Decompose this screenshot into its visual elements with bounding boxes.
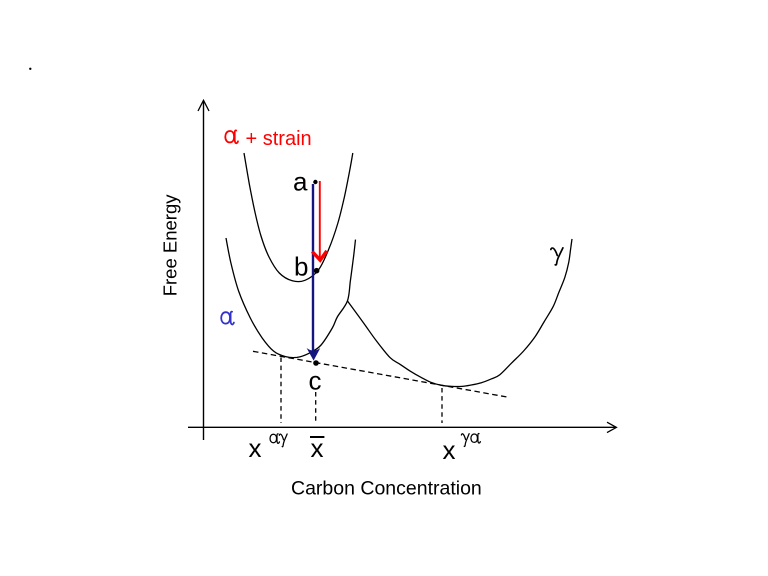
svg-text:+ strain: + strain bbox=[246, 128, 312, 150]
svg-text:a: a bbox=[293, 167, 308, 197]
svg-text:c: c bbox=[309, 366, 322, 396]
svg-text:x: x bbox=[311, 433, 324, 463]
svg-text:x: x bbox=[443, 435, 456, 465]
svg-text:b: b bbox=[294, 252, 308, 282]
svg-text:Carbon Concentration: Carbon Concentration bbox=[291, 478, 482, 500]
svg-text:x: x bbox=[249, 433, 262, 463]
svg-text:Free Energy: Free Energy bbox=[160, 194, 181, 297]
